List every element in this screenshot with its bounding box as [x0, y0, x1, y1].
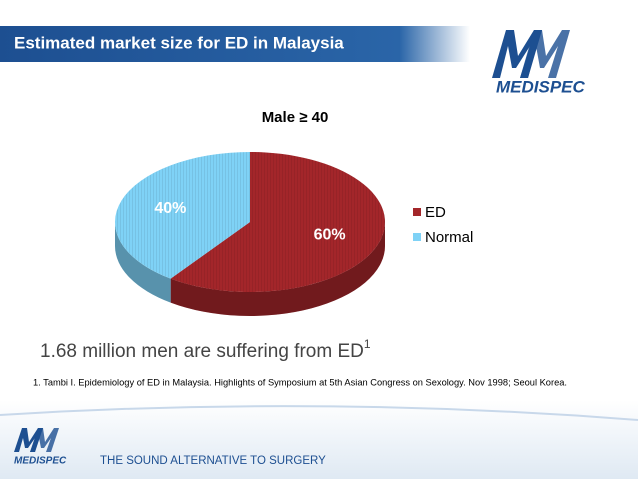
statement: 1.68 million men are suffering from ED1: [40, 337, 371, 362]
slide-title: Estimated market size for ED in Malaysia: [14, 33, 344, 52]
footer-logo-text: MEDISPEC: [14, 456, 67, 467]
legend-label: ED: [425, 204, 446, 221]
slice-side: [115, 222, 171, 303]
slice-side-shade: [170, 222, 385, 316]
footer-wave: [0, 405, 638, 421]
legend: ED Normal: [413, 204, 473, 246]
statement-superscript: 1: [364, 337, 371, 351]
logo-mark: [492, 30, 570, 78]
legend-swatch: [413, 233, 421, 241]
legend-swatch: [413, 208, 421, 216]
chart-title: Male ≥ 40: [262, 109, 329, 126]
header-bar: [0, 26, 470, 62]
legend-label: Normal: [425, 229, 473, 246]
data-label: 60%: [314, 227, 346, 244]
logo-text: MEDISPEC: [496, 77, 586, 96]
slice-side-shade: [115, 222, 171, 303]
footnote: 1. Tambi I. Epidemiology of ED in Malays…: [33, 377, 567, 387]
slice-texture: [115, 152, 250, 279]
footer-tagline: THE SOUND ALTERNATIVE TO SURGERY: [100, 455, 326, 467]
slice-side: [170, 222, 385, 316]
pie: 60% 40%: [115, 152, 385, 316]
data-label: 40%: [154, 200, 186, 217]
slice-texture: [170, 152, 385, 293]
statement-text: 1.68 million men are suffering from ED: [40, 341, 364, 362]
footer-band: [0, 400, 638, 479]
footer-logo-mark: [14, 428, 59, 452]
